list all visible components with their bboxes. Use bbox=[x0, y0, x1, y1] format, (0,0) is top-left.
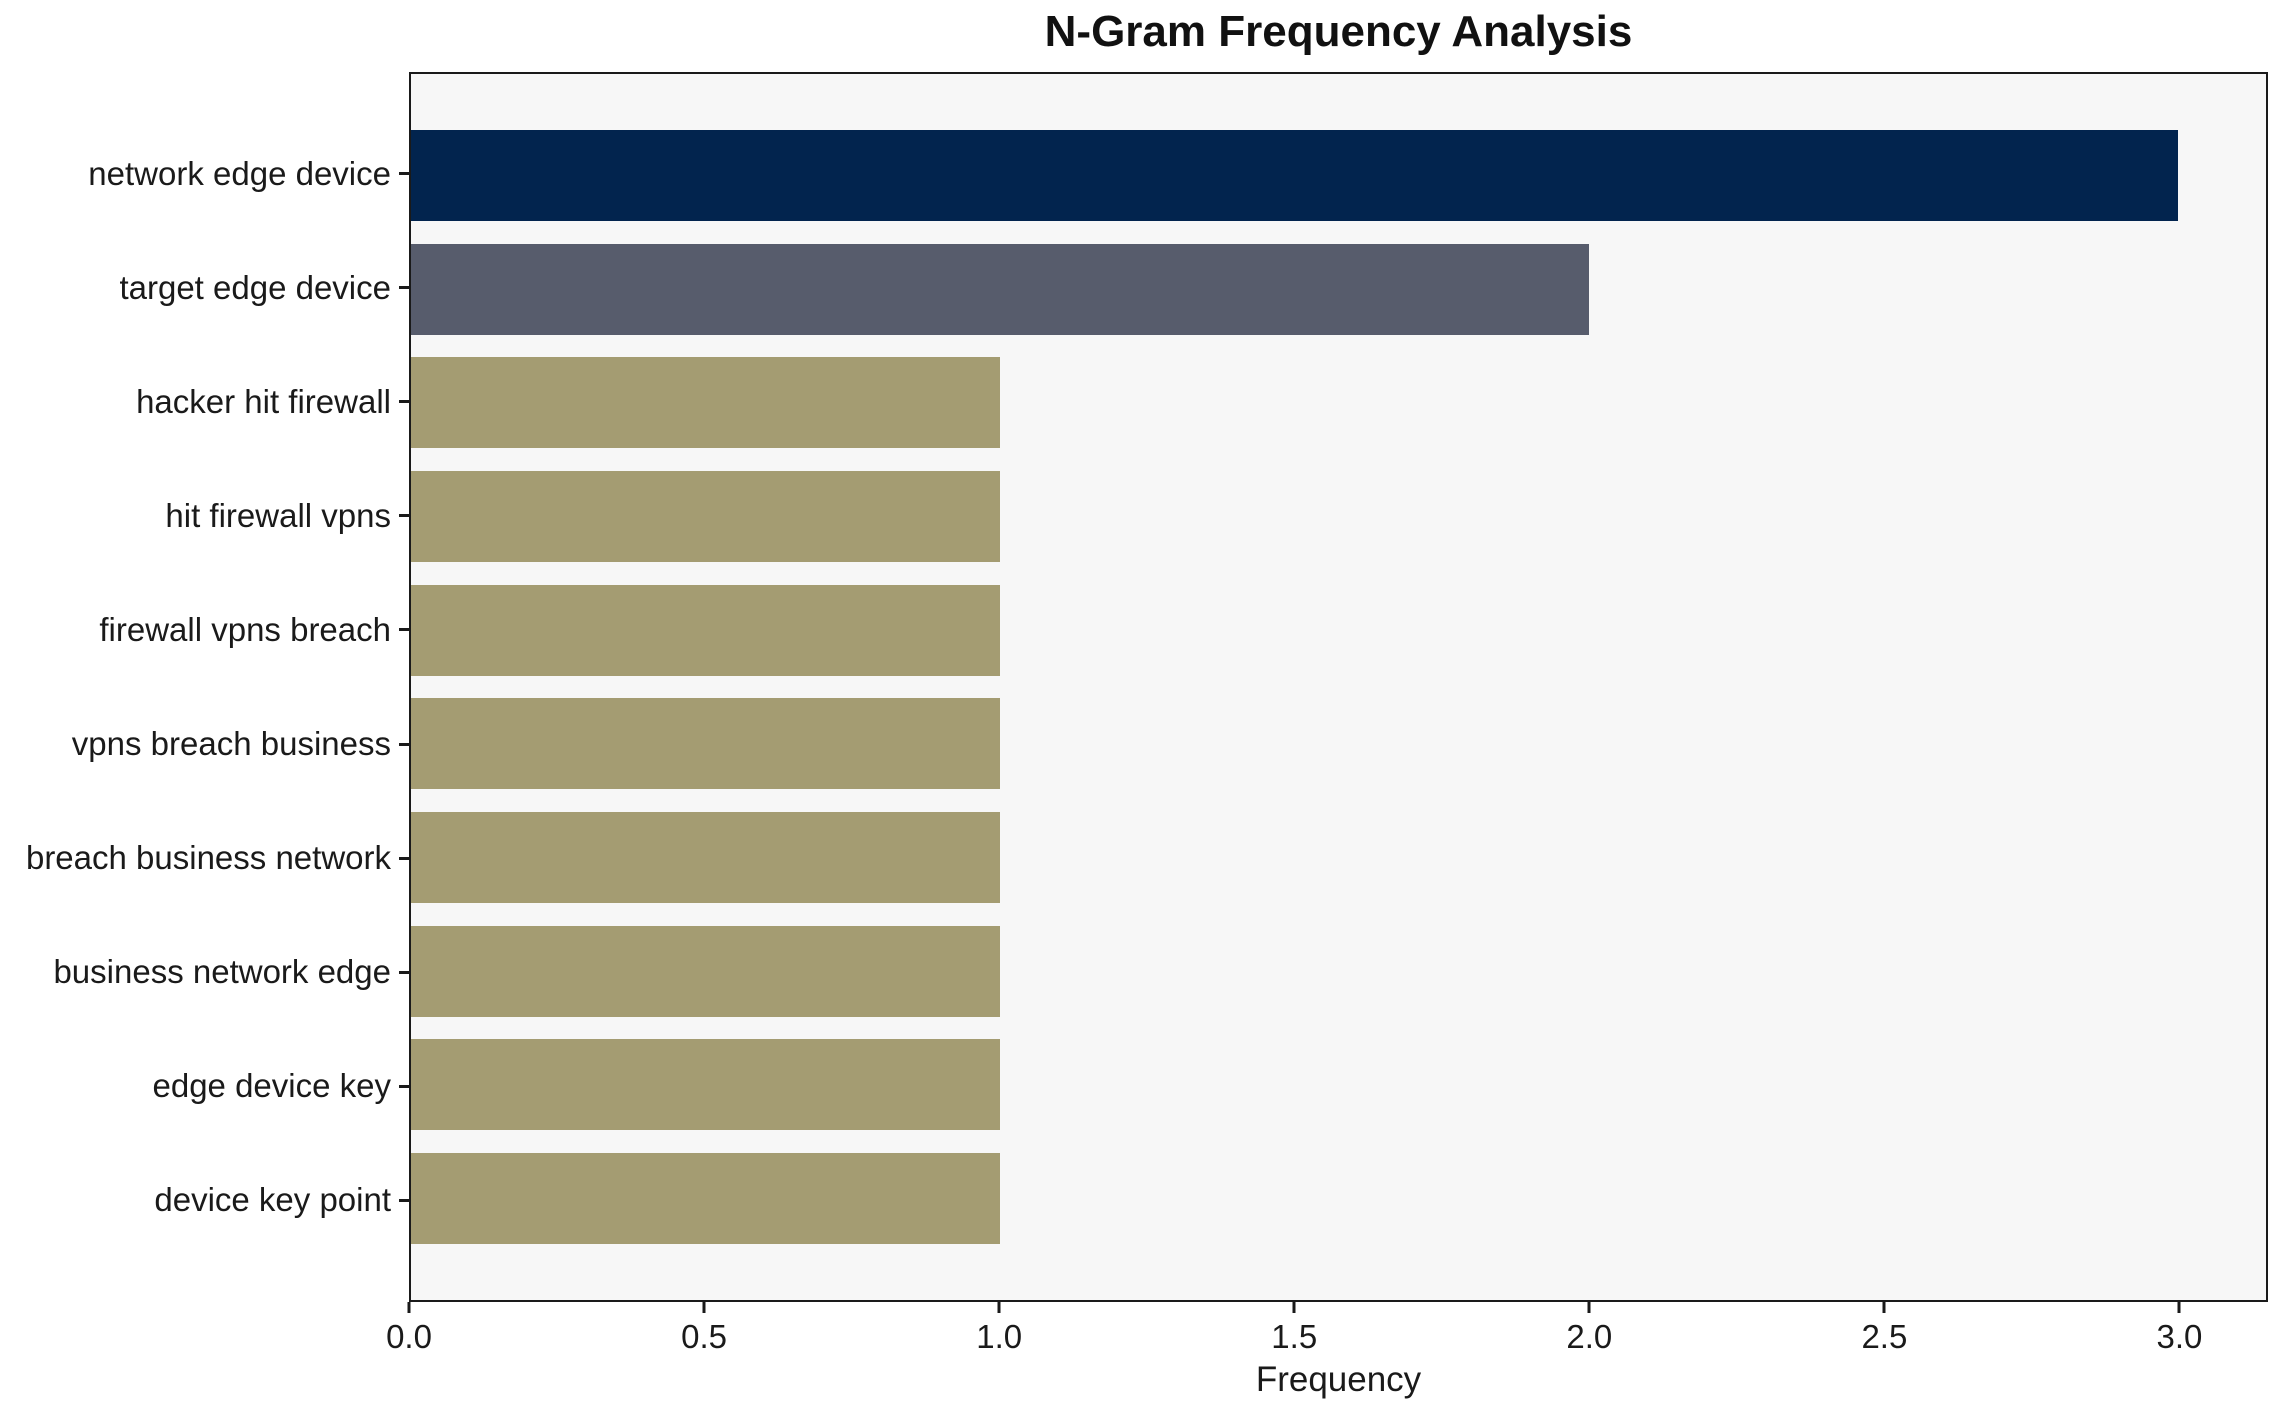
y-tick-label-row: hacker hit firewall bbox=[0, 356, 409, 447]
y-tick-mark bbox=[399, 970, 409, 974]
x-axis-title: Frequency bbox=[1255, 1360, 1422, 1399]
y-tick-mark bbox=[399, 628, 409, 632]
y-tick-label: hit firewall vpns bbox=[165, 496, 391, 534]
x-tick-mark bbox=[702, 1302, 706, 1313]
y-tick-mark bbox=[399, 742, 409, 746]
y-tick-mark bbox=[399, 1084, 409, 1088]
y-tick-mark bbox=[399, 286, 409, 290]
y-tick-label-row: edge device key bbox=[0, 1041, 409, 1132]
bar bbox=[411, 130, 2178, 221]
x-tick-mark bbox=[1882, 1302, 1886, 1313]
bar bbox=[411, 811, 1000, 903]
y-tick-label-row: breach business network bbox=[0, 813, 409, 904]
x-tick-label: 1.0 bbox=[976, 1318, 1023, 1355]
y-tick-label-row: device key point bbox=[0, 1155, 409, 1246]
y-tick-label-row: business network edge bbox=[0, 927, 409, 1018]
bar bbox=[411, 584, 1000, 676]
bar-row bbox=[411, 130, 2266, 221]
x-tick-mark bbox=[2177, 1302, 2181, 1313]
bar-row bbox=[411, 584, 2266, 676]
bar bbox=[411, 925, 1000, 1017]
bar-row bbox=[411, 698, 2266, 790]
bar bbox=[411, 1039, 1000, 1131]
y-tick-label-row: network edge device bbox=[0, 128, 409, 219]
y-tick-label-row: firewall vpns breach bbox=[0, 584, 409, 675]
bar-row bbox=[411, 470, 2266, 562]
bar bbox=[411, 357, 1000, 449]
x-tick-mark bbox=[1292, 1302, 1296, 1313]
y-tick-mark bbox=[399, 400, 409, 404]
bar-row bbox=[411, 1039, 2266, 1131]
y-tick-label: network edge device bbox=[88, 154, 391, 192]
chart-title: N-Gram Frequency Analysis bbox=[1044, 7, 1633, 56]
bar-row bbox=[411, 811, 2266, 903]
bar-row bbox=[411, 243, 2266, 335]
x-tick-label: 0.5 bbox=[681, 1318, 728, 1355]
y-tick-label-row: hit firewall vpns bbox=[0, 470, 409, 561]
y-tick-mark bbox=[399, 1198, 409, 1202]
x-tick-label: 1.5 bbox=[1271, 1318, 1318, 1355]
x-tick-mark bbox=[1587, 1302, 1591, 1313]
x-tick-label: 3.0 bbox=[2156, 1318, 2203, 1355]
y-tick-mark bbox=[399, 172, 409, 175]
bar bbox=[411, 698, 1000, 790]
y-tick-label-row: vpns breach business bbox=[0, 699, 409, 790]
bar-row bbox=[411, 925, 2266, 1017]
y-tick-mark bbox=[399, 856, 409, 860]
x-tick-mark bbox=[407, 1302, 411, 1313]
x-tick-label: 2.0 bbox=[1566, 1318, 1613, 1355]
bar bbox=[411, 243, 1589, 335]
y-tick-label: target edge device bbox=[119, 268, 391, 306]
y-tick-label: hacker hit firewall bbox=[136, 382, 391, 420]
y-tick-label: firewall vpns breach bbox=[99, 610, 391, 648]
x-axis: 0.0 0.5 1.0 1.5 2.0 2.5 3.0 Frequency bbox=[386, 1302, 2268, 1414]
plot-area bbox=[409, 72, 2268, 1302]
bar-row bbox=[411, 357, 2266, 449]
bar-rows bbox=[411, 74, 2266, 1300]
x-tick-mark bbox=[997, 1302, 1001, 1313]
y-tick-mark bbox=[399, 514, 409, 518]
x-tick-label: 2.5 bbox=[1861, 1318, 1908, 1355]
y-tick-label: vpns breach business bbox=[71, 725, 391, 763]
y-tick-label: breach business network bbox=[25, 839, 391, 877]
y-tick-label: edge device key bbox=[152, 1067, 392, 1105]
bar bbox=[411, 1152, 1000, 1244]
y-axis-labels: network edge device target edge device hac… bbox=[0, 72, 409, 1302]
bar-row bbox=[411, 1152, 2266, 1244]
y-tick-label: device key point bbox=[154, 1181, 391, 1219]
y-tick-label-row: target edge device bbox=[0, 242, 409, 333]
x-tick-label: 0.0 bbox=[386, 1318, 432, 1355]
bar bbox=[411, 470, 1000, 562]
y-tick-label: business network edge bbox=[53, 953, 391, 991]
